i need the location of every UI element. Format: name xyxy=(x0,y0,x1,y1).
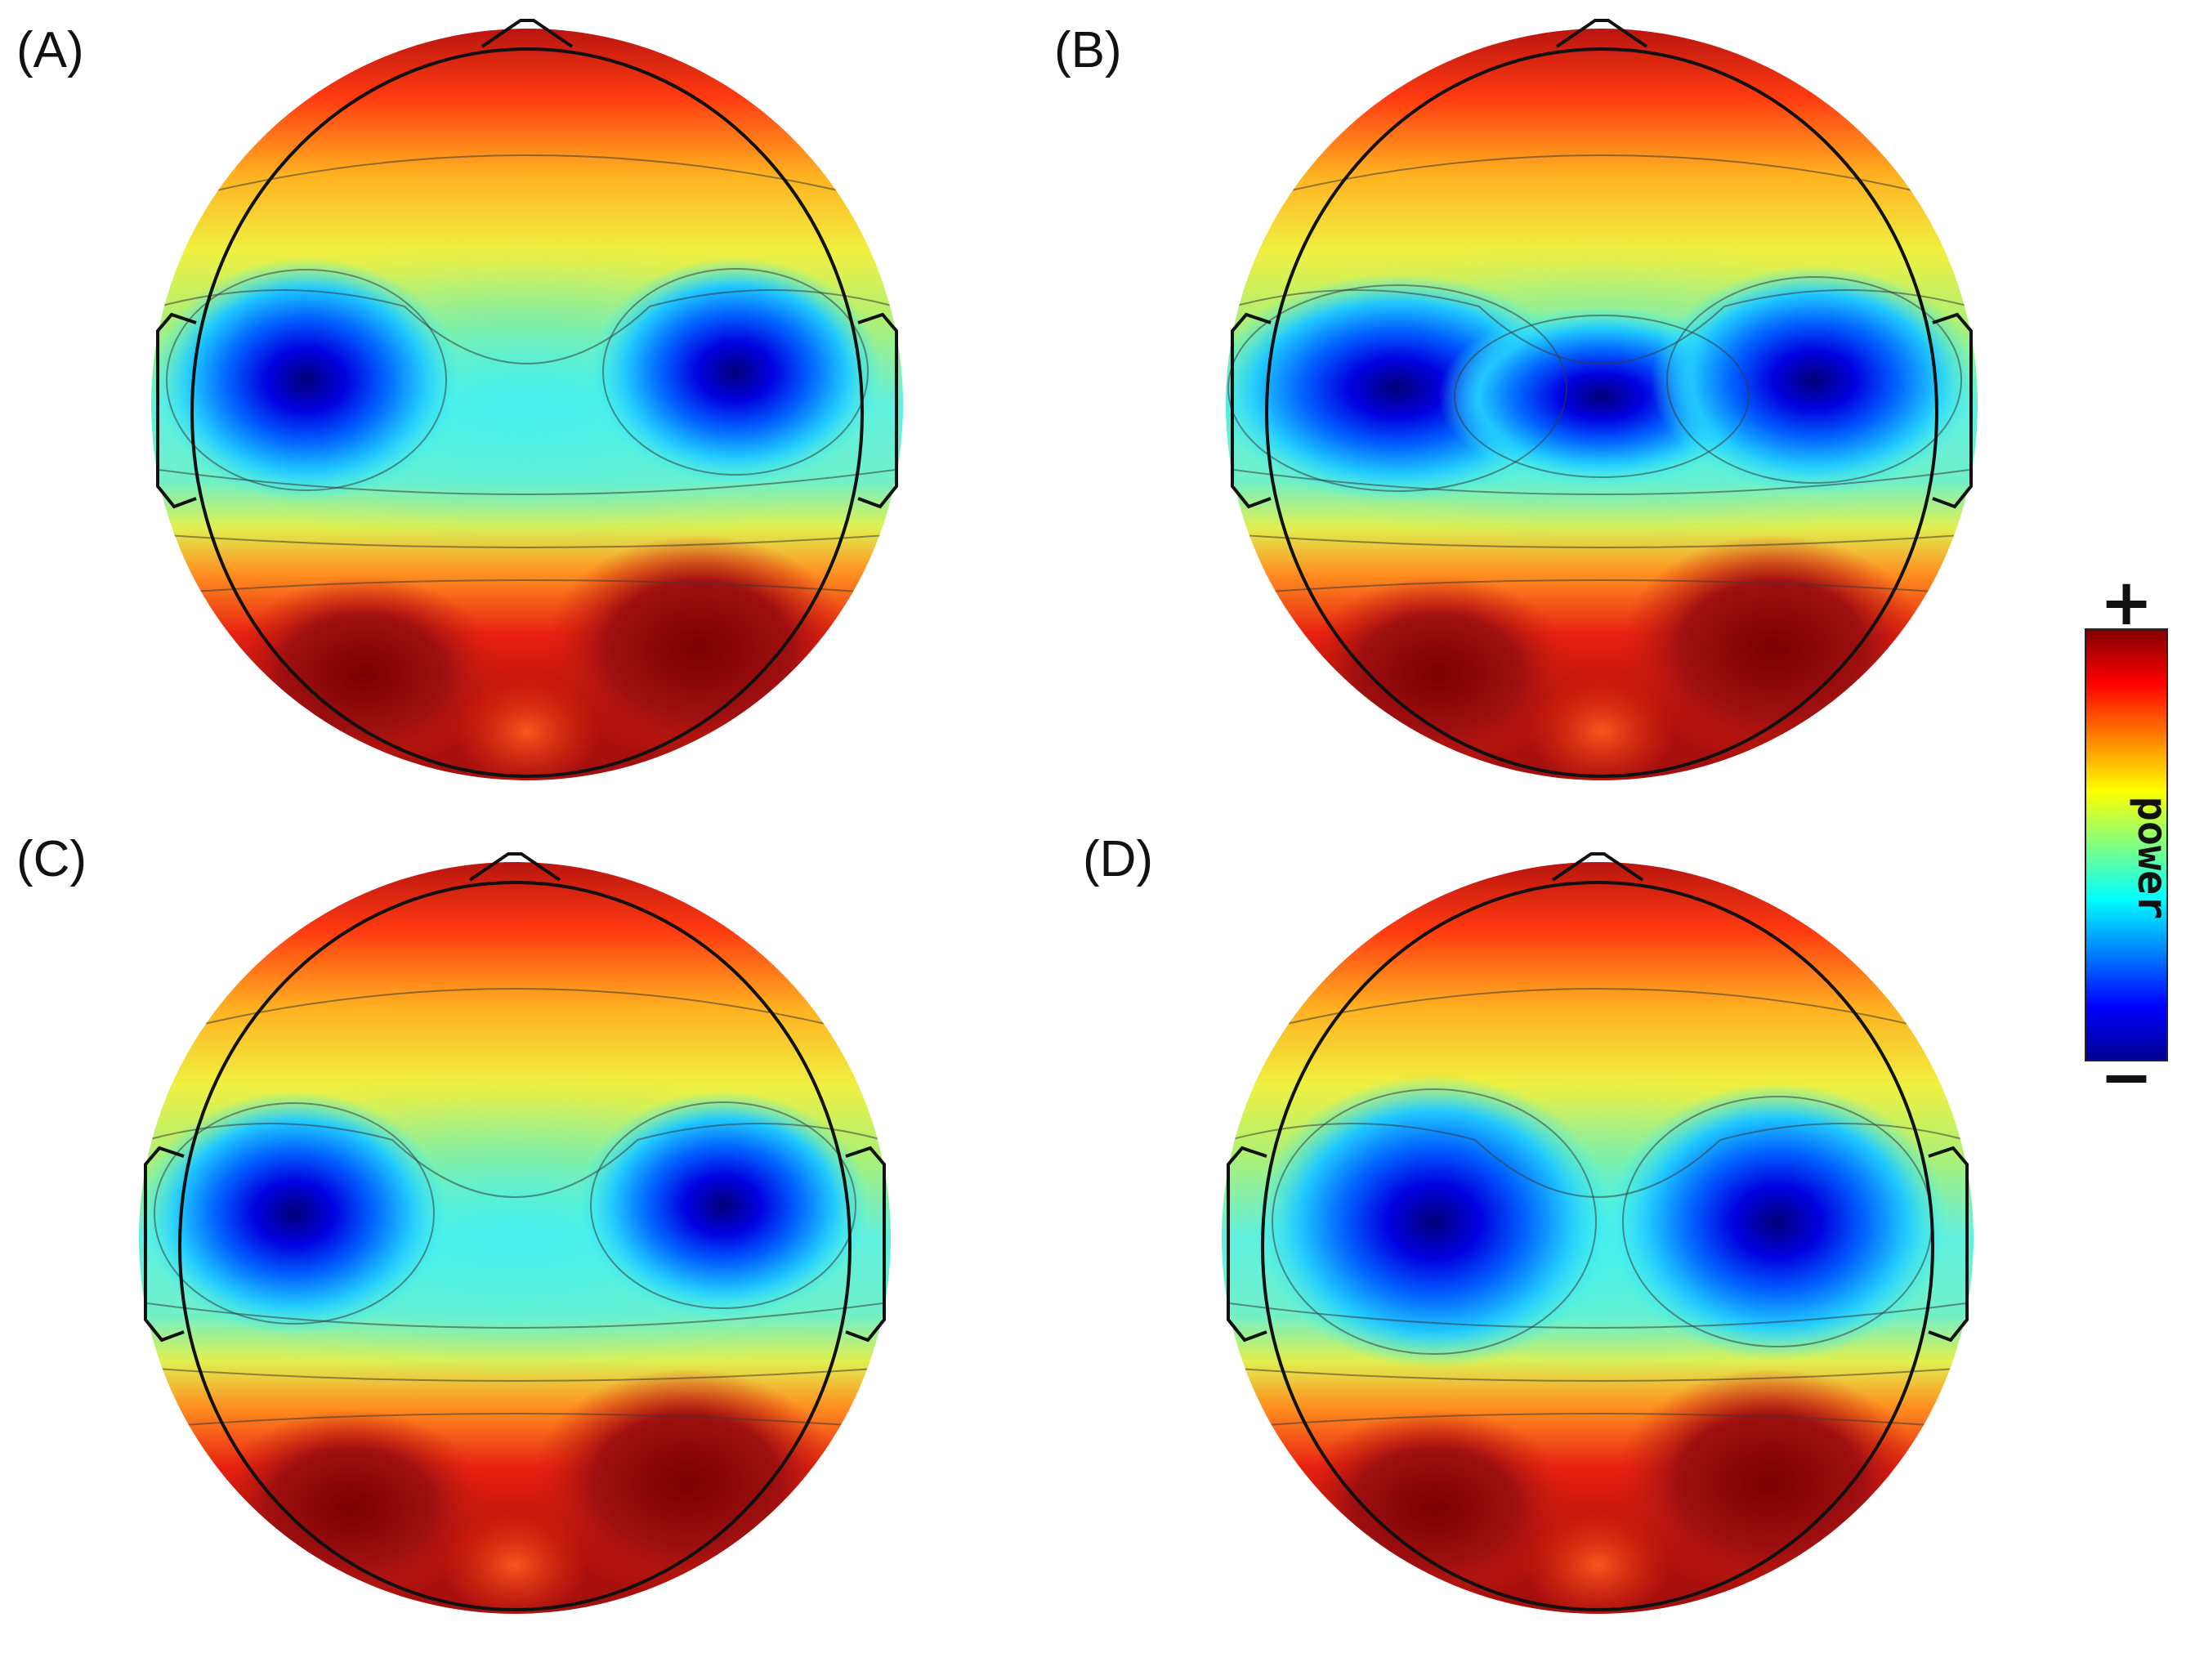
topoplot-panel-b xyxy=(1209,20,1986,789)
panel-label-a: (A) xyxy=(16,22,84,78)
colorbar: + − power xyxy=(2085,566,2176,1115)
colorbar-label: power xyxy=(2129,797,2176,920)
topoplot-panel-d xyxy=(1214,854,1982,1622)
topoplot-panel-a xyxy=(143,20,911,789)
topo-map-a xyxy=(143,20,911,789)
topo-map-b xyxy=(1209,20,1986,789)
panel-label-d: (D) xyxy=(1083,831,1153,887)
colorbar-gradient xyxy=(2085,628,2168,1061)
topo-map-c xyxy=(131,854,899,1622)
panel-label-b: (B) xyxy=(1054,22,1122,78)
colorbar-max-sign: + xyxy=(2099,566,2152,640)
topoplot-panel-c xyxy=(131,854,899,1622)
colorbar-min-sign: − xyxy=(2099,1041,2152,1115)
topo-map-d xyxy=(1214,854,1982,1622)
panel-label-c: (C) xyxy=(16,831,87,887)
